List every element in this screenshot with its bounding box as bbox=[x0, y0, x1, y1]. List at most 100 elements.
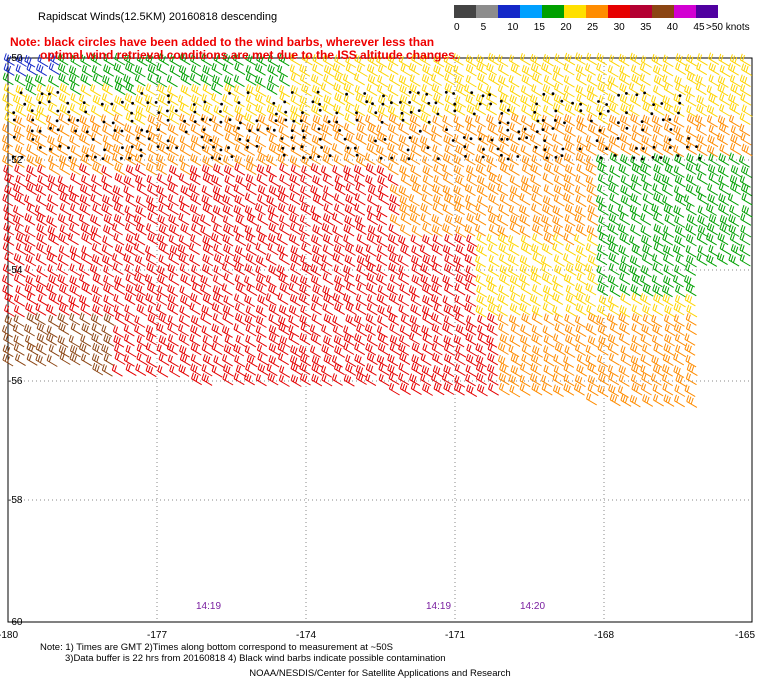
wind-barb bbox=[180, 72, 192, 86]
wind-barb bbox=[510, 364, 522, 378]
legend-swatch bbox=[564, 5, 586, 18]
wind-barb bbox=[233, 293, 245, 306]
wind-barb bbox=[201, 373, 213, 386]
quality-flag-dot bbox=[451, 139, 455, 142]
wind-barb bbox=[575, 223, 587, 237]
wind-barb bbox=[587, 272, 599, 286]
wind-barb bbox=[729, 204, 741, 218]
wind-barb bbox=[179, 52, 191, 66]
wind-barb bbox=[26, 143, 38, 157]
wind-barb bbox=[157, 113, 168, 127]
wind-barb bbox=[553, 114, 565, 127]
wind-barb bbox=[123, 354, 135, 367]
wind-barb bbox=[212, 284, 224, 298]
wind-barb bbox=[355, 113, 367, 126]
wind-barb bbox=[552, 292, 564, 306]
wind-barb bbox=[14, 223, 26, 237]
wind-barb bbox=[35, 353, 47, 367]
wind-barb bbox=[399, 203, 411, 217]
quality-flag-dot bbox=[219, 148, 223, 152]
wind-barb bbox=[520, 114, 532, 128]
wind-barb bbox=[433, 64, 445, 78]
wind-barb bbox=[563, 62, 575, 76]
wind-barb bbox=[366, 352, 378, 366]
legend-label: 0 bbox=[454, 22, 460, 33]
wind-barb bbox=[114, 82, 126, 96]
wind-barb bbox=[244, 314, 256, 328]
wind-barb bbox=[629, 143, 641, 156]
wind-barb bbox=[299, 372, 311, 386]
wind-barb bbox=[255, 84, 267, 97]
wind-barb bbox=[200, 73, 212, 87]
wind-barb bbox=[201, 343, 213, 356]
wind-barb bbox=[662, 233, 674, 246]
wind-barb bbox=[640, 213, 652, 226]
wind-barb bbox=[103, 142, 115, 156]
wind-barb bbox=[663, 275, 674, 288]
legend-label: 45 bbox=[693, 22, 705, 33]
wind-barb bbox=[552, 102, 564, 116]
wind-barb bbox=[323, 185, 335, 198]
wind-barb bbox=[387, 53, 399, 67]
wind-barb bbox=[267, 233, 279, 246]
wind-barb bbox=[13, 314, 25, 327]
lat-label: -60 bbox=[8, 617, 23, 628]
wind-barb bbox=[706, 104, 718, 118]
quality-flag-dot bbox=[166, 109, 169, 113]
wind-barb bbox=[46, 252, 58, 266]
quality-flag-dot bbox=[365, 100, 369, 104]
quality-flag-dot bbox=[543, 148, 547, 152]
quality-flag-dot bbox=[302, 135, 306, 139]
wind-barb bbox=[312, 284, 324, 297]
wind-barb bbox=[541, 214, 553, 228]
wind-barb bbox=[597, 304, 608, 318]
wind-barb bbox=[102, 153, 114, 167]
wind-barb bbox=[642, 203, 654, 217]
wind-barb bbox=[486, 154, 498, 168]
wind-barb bbox=[376, 55, 388, 68]
quality-flag-dot bbox=[219, 110, 222, 113]
wind-barb bbox=[653, 293, 665, 306]
wind-barb bbox=[509, 193, 521, 206]
wind-barb bbox=[244, 192, 256, 206]
wind-barb bbox=[476, 233, 488, 246]
wind-barb bbox=[453, 154, 465, 168]
wind-barb bbox=[333, 335, 345, 348]
wind-barb bbox=[663, 264, 675, 277]
wind-barb bbox=[145, 253, 157, 266]
wind-barb bbox=[345, 354, 357, 368]
wind-barb bbox=[102, 74, 114, 88]
wind-barb bbox=[683, 194, 695, 207]
lat-label: -56 bbox=[8, 376, 23, 387]
wind-barb bbox=[211, 323, 223, 337]
wind-barb bbox=[695, 74, 707, 87]
wind-barb bbox=[695, 163, 707, 176]
wind-barb bbox=[15, 174, 27, 188]
wind-barb bbox=[311, 122, 323, 136]
quality-flag-dot bbox=[31, 138, 35, 141]
wind-barb bbox=[509, 274, 521, 288]
quality-flag-dot bbox=[228, 118, 232, 122]
quality-flag-dot bbox=[598, 129, 602, 132]
wind-barb bbox=[223, 294, 235, 308]
wind-barb bbox=[520, 234, 532, 248]
wind-barb bbox=[442, 184, 454, 198]
wind-barb bbox=[486, 363, 498, 377]
pass-time: 14:20 bbox=[520, 601, 545, 612]
wind-barb bbox=[488, 144, 500, 157]
wind-barb bbox=[630, 223, 642, 237]
lat-label: -50 bbox=[8, 53, 23, 64]
quality-flag-dot bbox=[85, 130, 89, 134]
wind-barb bbox=[475, 223, 486, 237]
wind-barb bbox=[79, 194, 91, 207]
quality-flag-dot bbox=[427, 101, 431, 105]
wind-barb bbox=[565, 263, 577, 276]
wind-barb bbox=[267, 64, 279, 77]
quality-flag-dot bbox=[76, 118, 80, 122]
wind-barb bbox=[255, 103, 267, 117]
wind-barb bbox=[81, 232, 93, 245]
wind-barb bbox=[706, 85, 718, 98]
wind-barb bbox=[255, 255, 267, 268]
wind-barb bbox=[103, 264, 115, 278]
wind-barb bbox=[367, 74, 379, 87]
